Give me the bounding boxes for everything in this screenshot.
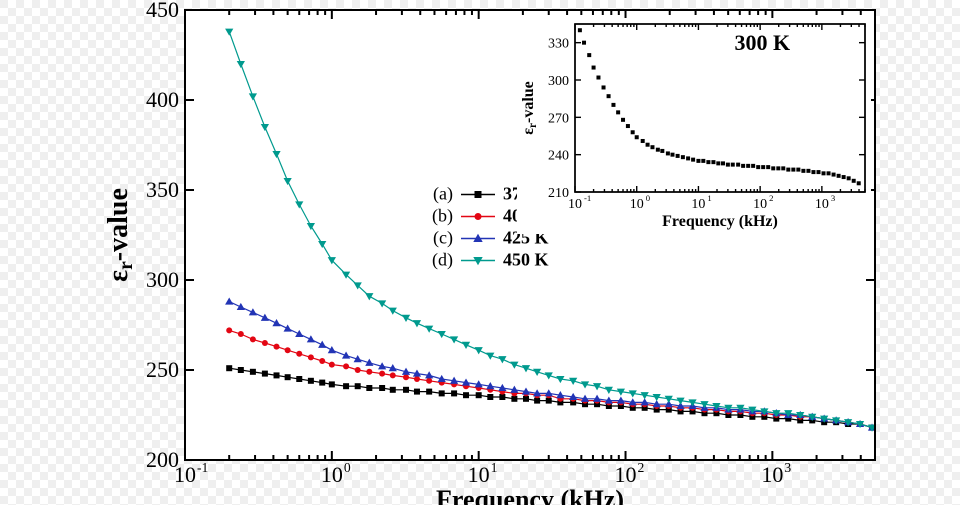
legend-prefix-a: (a) (433, 184, 453, 205)
x-axis-label: Frequency (kHz) (436, 485, 624, 505)
chart-svg: 10-1100101102103200250300350400450Freque… (0, 0, 960, 505)
y-tick-label: 300 (548, 74, 569, 89)
svg-text:1: 1 (707, 193, 711, 203)
x-tick-label: 10 (321, 462, 343, 487)
figure-root: 10-1100101102103200250300350400450Freque… (0, 0, 960, 505)
legend-prefix-c: (c) (433, 228, 453, 249)
y-tick-label: 240 (548, 149, 569, 164)
svg-text:-1: -1 (584, 193, 591, 203)
legend-label-d: 450 K (503, 250, 549, 270)
y-tick-label: 200 (146, 447, 179, 472)
y-tick-label: 250 (146, 357, 179, 382)
x-tick-label: 10 (691, 197, 705, 212)
y-tick-label: 400 (146, 87, 179, 112)
y-tick-label: 300 (146, 267, 179, 292)
x-tick-label: 10 (753, 197, 767, 212)
x-tick-label: 10 (761, 462, 783, 487)
x-tick-label: 10 (815, 197, 829, 212)
svg-text:0: 0 (344, 460, 351, 475)
x-axis-label: Frequency (kHz) (662, 213, 778, 230)
y-tick-label: 450 (146, 0, 179, 22)
y-tick-label: 350 (146, 177, 179, 202)
inset-title: 300 K (735, 30, 791, 55)
legend-prefix-b: (b) (432, 206, 453, 227)
svg-text:2: 2 (769, 193, 773, 203)
svg-text:1: 1 (491, 460, 498, 475)
x-tick-label: 10 (568, 197, 582, 212)
x-tick-label: 10 (630, 197, 644, 212)
legend-prefix-d: (d) (432, 250, 453, 271)
y-tick-label: 210 (548, 186, 569, 201)
svg-text:0: 0 (646, 193, 650, 203)
inset-chart: 10-1100101102103210240270300330Frequency… (517, 18, 871, 234)
svg-text:-1: -1 (197, 460, 208, 475)
x-tick-label: 10 (615, 462, 637, 487)
svg-text:2: 2 (638, 460, 645, 475)
x-tick-label: 10 (468, 462, 490, 487)
y-tick-label: 330 (548, 37, 569, 52)
svg-text:3: 3 (831, 193, 835, 203)
y-tick-label: 270 (548, 111, 569, 126)
svg-text:3: 3 (784, 460, 791, 475)
